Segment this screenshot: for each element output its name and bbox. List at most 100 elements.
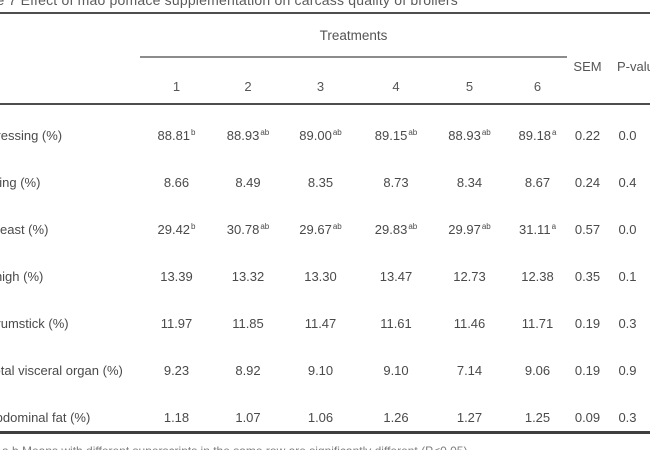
treatment-value-cell: 29.97ab bbox=[434, 222, 505, 237]
significance-superscript: ab bbox=[481, 222, 491, 231]
treatment-value-cell: 11.47 bbox=[283, 316, 358, 331]
table-bottom-rule bbox=[0, 431, 650, 434]
value-number: 89.15 bbox=[374, 128, 408, 143]
pvalue-cell: 0.0 bbox=[618, 222, 637, 237]
sem-value-cell: 0.19 bbox=[574, 363, 601, 378]
significance-superscript: a bbox=[552, 128, 557, 137]
table-top-rule bbox=[0, 12, 650, 14]
treatment-value-cell: 1.18 bbox=[140, 410, 213, 425]
treatment-value-cell: 8.66 bbox=[140, 175, 213, 190]
table-caption: Table 7 Effect of mao pomace supplementa… bbox=[0, 0, 458, 8]
value-number: 11.85 bbox=[232, 316, 264, 331]
treatment-value-cell: 1.07 bbox=[213, 410, 283, 425]
value-number: 11.61 bbox=[380, 316, 412, 331]
table-row: Thigh (%) 13.39 13.32 13.30 13.47 12.73 12.38 0… bbox=[0, 253, 650, 300]
treatment-value-cell: 1.27 bbox=[434, 410, 505, 425]
value-number: 1.25 bbox=[524, 410, 551, 425]
value-number: 11.97 bbox=[160, 316, 193, 331]
treatment-value-cell: 89.18a bbox=[505, 128, 570, 143]
value-number: 89.18 bbox=[518, 128, 552, 143]
treatment-value-cell: 12.73 bbox=[434, 269, 505, 284]
table-row: Wing (%) 8.66 8.49 8.35 8.73 8.34 8.67 0.24 0.4 bbox=[0, 159, 650, 206]
significance-superscript: ab bbox=[260, 222, 270, 231]
value-number: 13.30 bbox=[304, 269, 337, 284]
value-number: 9.06 bbox=[524, 363, 551, 378]
treatment-value-cell: 89.00ab bbox=[283, 128, 358, 143]
pvalue-cell: 0.3 bbox=[618, 410, 637, 425]
value-number: 29.42 bbox=[157, 222, 191, 237]
pvalue-cell: 0.1 bbox=[618, 269, 637, 284]
treatment-value-cell: 1.26 bbox=[358, 410, 434, 425]
treatment-value-cell: 11.61 bbox=[358, 316, 434, 331]
treatment-value-cell: 30.78ab bbox=[213, 222, 283, 237]
row-label: Drumstick (%) bbox=[0, 316, 69, 331]
sem-value-cell: 0.24 bbox=[574, 175, 601, 190]
value-number: 29.83 bbox=[374, 222, 408, 237]
treatment-value-cell: 29.83ab bbox=[358, 222, 434, 237]
treatment-value-cell: 29.67ab bbox=[283, 222, 358, 237]
significance-superscript: ab bbox=[332, 128, 342, 137]
value-number: 89.00 bbox=[299, 128, 332, 143]
value-number: 9.10 bbox=[383, 363, 409, 378]
treatment-number-row: 1 2 3 4 5 6 bbox=[0, 75, 650, 97]
treatment-number-header: 1 bbox=[172, 78, 181, 94]
row-label: Breast (%) bbox=[0, 222, 49, 237]
significance-superscript: ab bbox=[481, 128, 491, 137]
pvalue-cell: 0.3 bbox=[618, 316, 637, 331]
treatment-number-header: 6 bbox=[533, 78, 542, 94]
value-number: 11.71 bbox=[521, 316, 554, 331]
value-number: 1.18 bbox=[163, 410, 190, 425]
treatment-value-cell: 8.34 bbox=[434, 175, 505, 190]
treatment-value-cell: 88.81b bbox=[140, 128, 213, 143]
value-number: 8.34 bbox=[456, 175, 483, 190]
significance-superscript: b bbox=[191, 128, 196, 137]
table-row: Breast (%)29.42b30.78ab29.67ab29.83ab29.… bbox=[0, 206, 650, 253]
sem-column-header: SEM bbox=[573, 59, 602, 74]
significance-superscript: ab bbox=[332, 222, 342, 231]
treatment-value-cell: 1.06 bbox=[283, 410, 358, 425]
row-label: Thigh (%) bbox=[0, 269, 44, 284]
sem-value-cell: 0.22 bbox=[574, 128, 601, 143]
table-body: Dressing (%)88.81b88.93ab89.00ab89.15ab8… bbox=[0, 112, 650, 441]
significance-superscript: ab bbox=[260, 128, 270, 137]
value-number: 29.97 bbox=[448, 222, 481, 237]
value-number: 13.47 bbox=[379, 269, 413, 284]
value-number: 8.66 bbox=[163, 175, 190, 190]
treatment-value-cell: 13.39 bbox=[140, 269, 213, 284]
value-number: 8.73 bbox=[383, 175, 409, 190]
value-number: 9.23 bbox=[163, 363, 190, 378]
treatments-group-header: Treatments bbox=[319, 28, 388, 43]
treatment-value-cell: 8.49 bbox=[213, 175, 283, 190]
value-number: 1.07 bbox=[235, 410, 261, 425]
pvalue-cell: 0.9 bbox=[618, 363, 637, 378]
value-number: 31.11 bbox=[518, 222, 551, 237]
sem-value-cell: 0.09 bbox=[574, 410, 601, 425]
treatment-value-cell: 88.93ab bbox=[213, 128, 283, 143]
value-number: 13.32 bbox=[231, 269, 265, 284]
treatment-value-cell: 11.97 bbox=[140, 316, 213, 331]
treatment-value-cell: 31.11a bbox=[505, 222, 570, 237]
header-bottom-rule bbox=[0, 103, 650, 105]
treatment-value-cell: 12.38 bbox=[505, 269, 570, 284]
treatment-value-cell: 9.06 bbox=[505, 363, 570, 378]
sem-value-cell: 0.57 bbox=[574, 222, 601, 237]
value-number: 88.93 bbox=[448, 128, 481, 143]
value-number: 7.14 bbox=[456, 363, 483, 378]
treatment-value-cell: 11.46 bbox=[434, 316, 505, 331]
value-number: 1.27 bbox=[456, 410, 483, 425]
pvalue-column-header: P-value bbox=[617, 59, 650, 74]
row-label: Wing (%) bbox=[0, 175, 41, 190]
treatment-value-cell: 8.73 bbox=[358, 175, 434, 190]
value-number: 8.49 bbox=[235, 175, 261, 190]
significance-superscript: ab bbox=[408, 128, 418, 137]
value-number: 8.35 bbox=[307, 175, 334, 190]
treatment-value-cell: 89.15ab bbox=[358, 128, 434, 143]
treatment-value-cell: 13.47 bbox=[358, 269, 434, 284]
treatment-number-header: 3 bbox=[316, 78, 325, 94]
treatment-number-header: 4 bbox=[392, 78, 400, 94]
treatment-value-cell: 8.35 bbox=[283, 175, 358, 190]
value-number: 13.39 bbox=[160, 269, 193, 284]
significance-superscript: ab bbox=[408, 222, 418, 231]
treatment-value-cell: 9.10 bbox=[283, 363, 358, 378]
treatment-value-cell: 1.25 bbox=[505, 410, 570, 425]
